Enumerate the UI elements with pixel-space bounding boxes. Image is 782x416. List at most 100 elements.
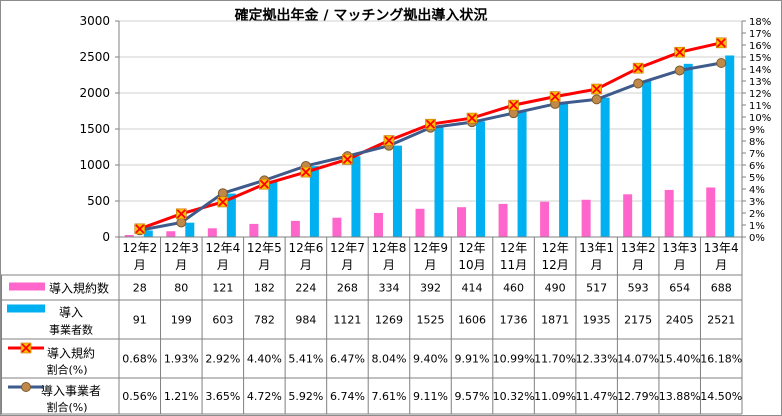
y-right-tick-label: 18%: [749, 17, 771, 28]
table-cell-value: 121: [212, 282, 233, 295]
bar-employer-count: [434, 127, 444, 237]
category-label-line2: 月: [674, 258, 686, 272]
bar-rule-count: [249, 223, 259, 237]
row-header-line2: 事業者数: [49, 324, 93, 337]
table-cell-value: 16.18%: [700, 353, 742, 366]
marker-rule-ratio: [715, 37, 727, 49]
table-cell-value: 1.21%: [164, 390, 199, 403]
bar-employer-count: [185, 222, 195, 237]
marker-x: [135, 224, 145, 234]
table-cell-value: 9.11%: [413, 390, 448, 403]
category-label-line1: 12年4: [205, 241, 240, 255]
table-cell-value: 14.50%: [700, 390, 742, 403]
y-right-tick-label: 16%: [749, 41, 771, 52]
category-label-line1: 12年: [458, 241, 485, 255]
marker-rule-ratio: [632, 62, 644, 74]
bar-rule-count: [706, 187, 716, 237]
y-right-tick-label: 0%: [749, 233, 765, 244]
table-cell-value: 1871: [541, 314, 569, 327]
legend-key-bar: [7, 304, 45, 313]
bar-employer-count: [683, 63, 693, 238]
table-cell-value: 4.72%: [247, 390, 282, 403]
bar-rule-count: [207, 228, 217, 237]
y-right-tick-label: 9%: [749, 125, 765, 136]
y-right-tick-label: 6%: [749, 161, 765, 172]
row-header-line1: 導入事業者: [41, 384, 101, 398]
category-label-line1: 12年7: [330, 241, 365, 255]
table-cell-value: 11.09%: [534, 390, 576, 403]
table-cell-value: 28: [133, 282, 147, 295]
table-cell-value: 80: [174, 282, 188, 295]
table-cell-value: 13.88%: [659, 390, 701, 403]
marker-rule-ratio: [466, 112, 478, 124]
y-right-tick-label: 5%: [749, 173, 765, 184]
category-label-line1: 12年5: [247, 241, 282, 255]
table-cell-value: 8.04%: [371, 353, 406, 366]
table-cell-value: 5.92%: [288, 390, 323, 403]
marker-x: [218, 197, 228, 207]
marker-rule-ratio: [674, 46, 686, 58]
table-cell-value: 10.99%: [493, 353, 535, 366]
y-left-tick-label: 3000: [79, 14, 110, 28]
table-cell-value: 12.33%: [576, 353, 618, 366]
marker-employer-ratio: [633, 78, 644, 89]
bar-rule-count: [664, 189, 674, 237]
table-cell-value: 490: [545, 282, 566, 295]
marker-x: [301, 167, 311, 177]
bar-employer-count: [559, 102, 569, 238]
category-label-line1: 12年: [541, 241, 568, 255]
marker-rule-ratio: [508, 99, 519, 111]
category-label-line2: 月: [175, 258, 187, 272]
marker-rule-ratio: [176, 208, 187, 220]
row-header-line2: 割合(%): [46, 363, 87, 377]
table-cell-value: 2175: [624, 314, 652, 327]
marker-rule-ratio: [383, 135, 395, 146]
category-label-line2: 11月: [500, 258, 527, 272]
marker-rule-ratio: [591, 83, 602, 95]
table-cell-value: 91: [133, 314, 147, 327]
axes: 0 500 1000 1500 2000 2500 3000 0%1%2%3%4%5%6%7%…: [79, 14, 771, 414]
table-cell-value: 268: [337, 282, 358, 295]
category-label-line2: 月: [591, 258, 603, 272]
table-cell-value: 603: [212, 314, 233, 327]
table-cell-value: 182: [254, 282, 275, 295]
marker-x: [550, 91, 560, 102]
table-cell-value: 460: [503, 282, 524, 295]
bar-rule-count: [540, 201, 550, 237]
bar-employer-count: [517, 112, 527, 237]
category-label-line2: 月: [383, 258, 395, 272]
bar-employer-count: [392, 145, 402, 237]
category-label-line2: 月: [217, 258, 229, 272]
category-label-line2: 月: [300, 258, 312, 272]
table-cell-value: 11.70%: [534, 353, 576, 366]
marker-rule-ratio: [342, 154, 353, 165]
bar-employer-count: [351, 156, 361, 237]
marker-x: [467, 113, 477, 123]
bar-employer-count: [600, 97, 610, 238]
category-label-line1: 12年3: [164, 241, 199, 255]
y-right-tick-label: 8%: [749, 137, 765, 148]
bars: [124, 55, 735, 238]
y-left-tick-label: 1500: [79, 122, 110, 136]
marker-rule-ratio: [300, 166, 312, 178]
table-cell-value: 1736: [500, 314, 528, 327]
y-right-tick-label: 10%: [749, 113, 771, 124]
marker-employer-ratio: [176, 217, 187, 228]
bar-rule-count: [457, 207, 467, 237]
bar-rule-count: [373, 212, 383, 237]
category-label-line1: 12年2: [122, 241, 157, 255]
y-right-tick-label: 12%: [749, 89, 771, 100]
table-cell-value: 6.47%: [330, 353, 365, 366]
table-cell-value: 654: [669, 282, 690, 295]
table-cell-value: 984: [295, 314, 316, 327]
marker-x: [176, 209, 186, 219]
category-label-line1: 12年9: [413, 241, 448, 255]
y-right-tick-label: 14%: [749, 65, 771, 76]
row-header-line1: 導入規約: [47, 346, 95, 361]
y-right-tick-label: 4%: [749, 185, 765, 196]
marker-x: [716, 38, 726, 48]
bar-employer-count: [725, 55, 735, 237]
table-cell-value: 9.57%: [455, 390, 490, 403]
